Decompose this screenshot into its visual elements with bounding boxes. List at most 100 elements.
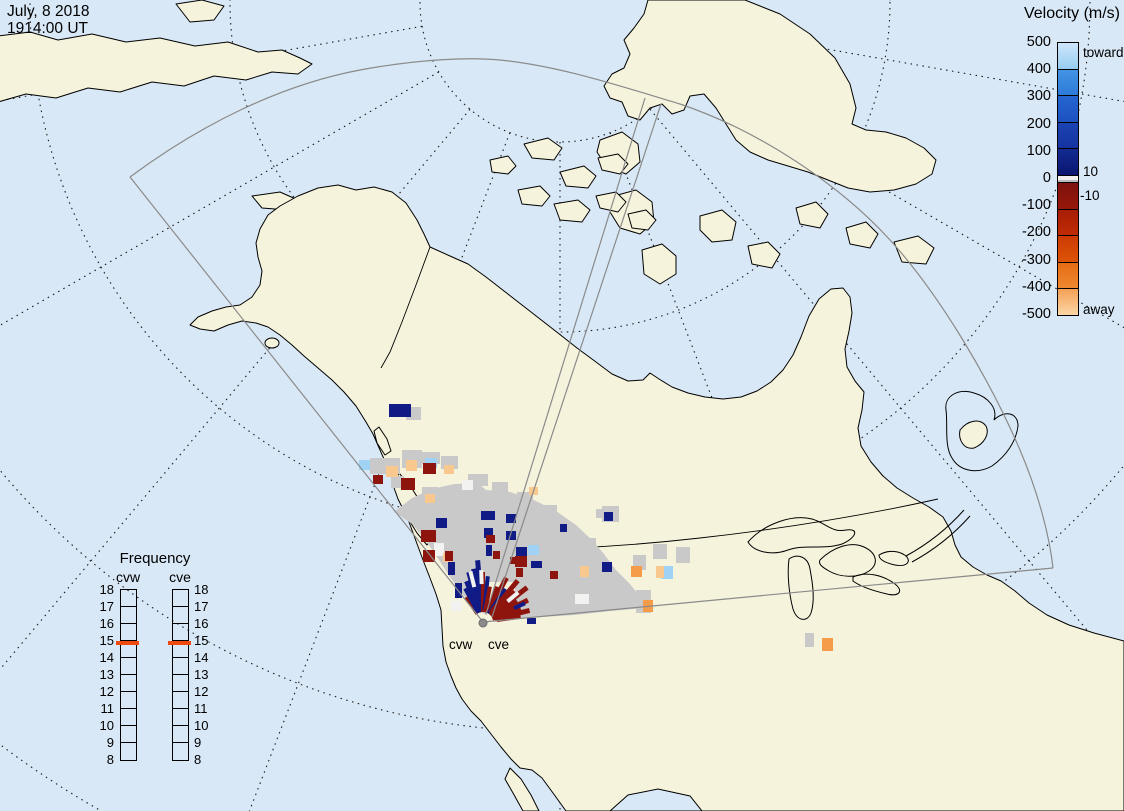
frequency-ladder-tick bbox=[173, 708, 188, 709]
arctic-island bbox=[641, 243, 677, 285]
frequency-tick-label: 8 bbox=[106, 752, 114, 767]
victoria-banks-island bbox=[603, 0, 937, 193]
frequency-tick-label: 15 bbox=[99, 633, 114, 648]
scatter-streak-navy bbox=[513, 601, 526, 610]
colorbar-tick-label: 400 bbox=[1026, 61, 1051, 78]
great-lakes bbox=[747, 509, 971, 620]
scatter-cell-peach bbox=[386, 466, 398, 477]
scatter-cell-white bbox=[575, 594, 589, 604]
frequency-tick-label: 11 bbox=[194, 701, 208, 716]
scatter-cell-navy bbox=[448, 562, 455, 575]
scatter-cell-white bbox=[462, 480, 473, 490]
frequency-tick-label: 18 bbox=[194, 582, 209, 597]
scatter-streak-white bbox=[468, 571, 477, 588]
scatter-cell-darkred bbox=[423, 550, 435, 562]
arctic-island bbox=[627, 209, 657, 231]
scatter-cell-navy bbox=[531, 561, 542, 568]
colorbar-tick-label: -400 bbox=[1021, 278, 1051, 295]
scatter-streak-white bbox=[479, 569, 484, 585]
fov-west-edge bbox=[129, 176, 484, 623]
frequency-ladder-tick bbox=[121, 691, 136, 692]
scatter-cell-darkred bbox=[516, 568, 523, 577]
scatter-cell-layer bbox=[359, 404, 833, 651]
colorbar-tick-label: 0 bbox=[1042, 170, 1051, 186]
colorbar-segment bbox=[1058, 122, 1078, 150]
frequency-tick-label: 12 bbox=[194, 684, 209, 699]
frequency-ladder-tick bbox=[173, 623, 188, 624]
scatter-cell-navy bbox=[516, 547, 527, 557]
fov-beam-divider-east bbox=[491, 103, 662, 618]
scatter-cell-lightblue bbox=[528, 545, 539, 555]
frequency-tick-label: 16 bbox=[99, 616, 114, 631]
kodiak-island bbox=[264, 337, 280, 349]
scatter-cell-gray bbox=[676, 547, 690, 563]
scatter-cell-navy bbox=[486, 545, 492, 556]
scatter-cell-navy bbox=[481, 511, 495, 520]
queen-charlotte-islands bbox=[373, 426, 392, 456]
radar-fov-outline bbox=[129, 58, 1054, 623]
frequency-tick-label: 13 bbox=[194, 667, 209, 682]
fov-beam-divider-west bbox=[485, 97, 646, 615]
frequency-panel-title: Frequency bbox=[119, 550, 191, 567]
frequency-tick-label: 9 bbox=[106, 735, 114, 750]
scatter-streak-layer bbox=[463, 560, 531, 623]
colorbar-pos-threshold-label: 10 bbox=[1083, 164, 1099, 179]
scatter-streak-navy bbox=[482, 576, 490, 611]
colorbar-segment bbox=[1058, 209, 1078, 237]
colorbar-zero-band bbox=[1058, 175, 1078, 183]
north-america-mainland bbox=[189, 184, 1124, 811]
colorbar-segment bbox=[1058, 182, 1078, 210]
frequency-ladder-tick bbox=[173, 725, 188, 726]
frequency-ladder-tick bbox=[121, 674, 136, 675]
scatter-cell-darkred bbox=[486, 535, 495, 543]
frequency-radar-name-cve: cve bbox=[169, 569, 191, 585]
frequency-ladder-tick bbox=[121, 606, 136, 607]
scatter-cell-darkred bbox=[421, 530, 436, 542]
arctic-island bbox=[489, 155, 517, 175]
colorbar-toward-label: toward bbox=[1083, 45, 1124, 60]
frequency-ladder-tick bbox=[173, 674, 188, 675]
arctic-island bbox=[595, 191, 627, 213]
gulf-of-mexico bbox=[609, 788, 703, 811]
scatter-cell-navy bbox=[560, 524, 567, 532]
scatter-cell-navy bbox=[506, 514, 516, 523]
scatter-cell-peach bbox=[425, 494, 435, 503]
baja-peninsula bbox=[504, 767, 540, 811]
radar-site-dot bbox=[478, 618, 488, 628]
lake-ontario bbox=[878, 550, 909, 566]
scatter-cell-darkred bbox=[515, 556, 527, 567]
frequency-ladder-tick bbox=[121, 708, 136, 709]
frequency-tick-label: 12 bbox=[99, 684, 114, 699]
scatter-streak-darkred bbox=[482, 586, 492, 613]
arctic-island bbox=[699, 209, 737, 243]
colorbar-segment bbox=[1058, 43, 1078, 70]
colorbar-away-label: away bbox=[1083, 302, 1115, 317]
alaska-canada-border bbox=[380, 246, 431, 369]
scatter-cell-darkred bbox=[493, 551, 500, 559]
date-label: July, 8 2018 bbox=[7, 3, 90, 20]
arctic-island bbox=[845, 221, 879, 249]
frequency-marker-cvw bbox=[116, 641, 139, 646]
frequency-tick-label: 15 bbox=[194, 633, 209, 648]
scatter-cell-gray bbox=[543, 519, 552, 528]
arctic-island bbox=[517, 185, 551, 207]
scatter-cell-navy bbox=[389, 404, 411, 417]
scatter-cell-white bbox=[451, 601, 462, 611]
arctic-island bbox=[523, 137, 563, 161]
colorbar-tick-label: 500 bbox=[1026, 34, 1051, 50]
frequency-tick-label: 8 bbox=[194, 752, 202, 767]
colorbar-tick-label: 100 bbox=[1026, 142, 1051, 159]
frequency-tick-label: 14 bbox=[194, 650, 209, 665]
fov-east-edge bbox=[482, 567, 1054, 623]
frequency-ladder-tick bbox=[173, 742, 188, 743]
arctic-island bbox=[747, 241, 781, 269]
scatter-cell-gray bbox=[391, 476, 404, 488]
wrangel-island bbox=[175, 0, 225, 23]
arctic-island bbox=[553, 199, 591, 223]
scatter-cell-navy bbox=[436, 518, 447, 528]
scatter-cell-orange bbox=[822, 638, 833, 651]
frequency-ladder-tick bbox=[173, 691, 188, 692]
fov-outer-arc bbox=[129, 58, 1054, 569]
frequency-tick-label: 18 bbox=[99, 582, 114, 597]
